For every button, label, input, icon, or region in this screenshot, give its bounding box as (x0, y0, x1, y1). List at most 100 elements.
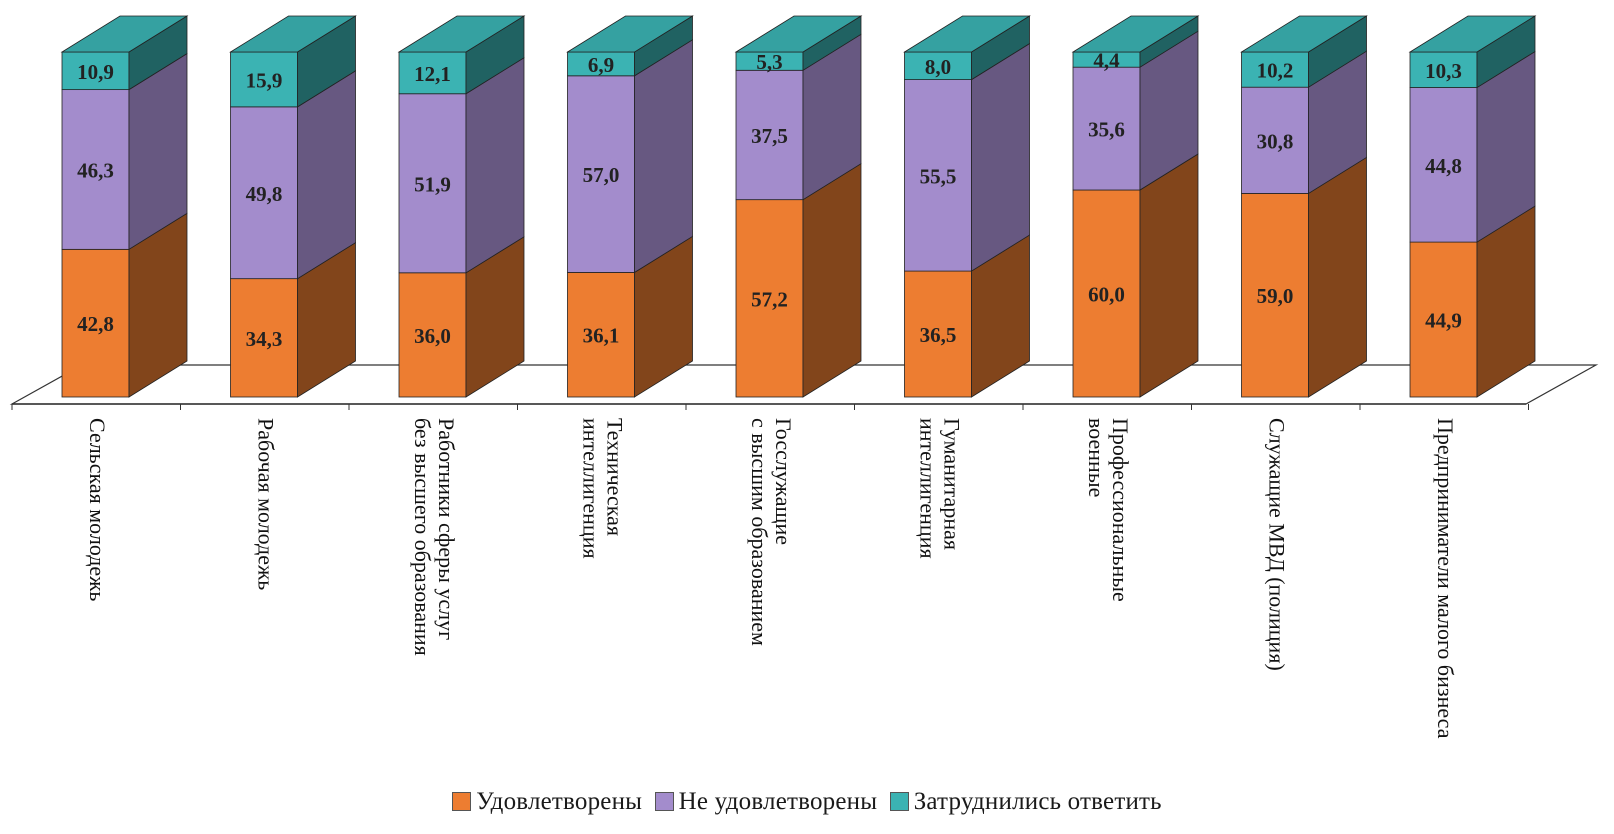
data-label: 30,8 (1257, 129, 1294, 153)
bar-segment-front (1409, 241, 1478, 398)
data-label: 60,0 (1088, 283, 1125, 307)
bar-stack-9: 44,9 44,8 10,3 (1408, 15, 1537, 398)
bar-segment-side (802, 162, 862, 398)
bar-stack-4: 36,1 57,0 6,9 (566, 15, 694, 398)
bar-segment-front (904, 79, 972, 272)
bar-segment-top (1071, 15, 1200, 53)
bar-segment-front (1241, 51, 1309, 88)
legend-swatch-satisfied (452, 792, 472, 811)
bar-stack-2: 34,3 49,8 15,9 (229, 15, 357, 398)
legend-item-undecided: Затруднились ответить (889, 788, 1162, 816)
bar-segment-side (971, 42, 1030, 272)
data-label: 51,9 (414, 172, 451, 196)
category-label-line: Рабочая молодежь (253, 418, 278, 590)
legend-swatch-unsatisfied (654, 792, 674, 811)
category-label-line: Предприниматели малого бизнеса (1433, 418, 1458, 739)
data-label: 36,0 (414, 324, 451, 348)
category-label-line: Госслужащие (771, 418, 796, 545)
data-label: 44,8 (1425, 154, 1462, 178)
bar-segment-front (61, 51, 130, 91)
data-label: 59,0 (1257, 284, 1294, 308)
category-label-line: Служащие МВД (полиция) (1264, 418, 1289, 671)
bar-segment-top (1240, 15, 1368, 53)
category-label-2: Рабочая молодежь (253, 418, 278, 590)
data-label: 15,9 (246, 68, 283, 92)
category-label-line: Сельская молодежь (85, 418, 110, 601)
bar-stack-1: 42,8 46,3 10,9 (60, 15, 189, 398)
bar-segment-front (230, 51, 298, 108)
bar-segment-front (904, 270, 972, 398)
category-label-9: Предприниматели малого бизнеса (1433, 418, 1458, 739)
bar-stack-8: 59,0 30,8 10,2 (1240, 15, 1368, 398)
data-label: 8,0 (925, 55, 951, 79)
category-label-line: интеллигенция (578, 418, 603, 559)
bar-segment-front (398, 272, 467, 398)
data-label: 10,2 (1257, 59, 1294, 83)
category-label-line: Техническая (602, 418, 627, 536)
category-label-line: без высшего образования (410, 418, 435, 656)
data-label: 57,2 (751, 287, 788, 311)
bar-segment-front (735, 69, 804, 201)
legend-item-unsatisfied: Не удовлетворены (654, 788, 878, 816)
bar-segment-front (398, 93, 467, 274)
bar-segment-top (1408, 15, 1537, 53)
legend-label-unsatisfied: Не удовлетворены (678, 788, 878, 815)
category-label-line: с высшим образованием (747, 418, 772, 646)
bar-segment-front (1241, 193, 1309, 398)
bar-segment-side (1139, 153, 1199, 398)
data-label: 55,5 (920, 164, 957, 188)
data-label: 35,6 (1088, 118, 1125, 142)
bar-segment-front (230, 278, 298, 398)
category-label-line: военные (1084, 418, 1109, 497)
legend-label-undecided: Затруднились ответить (913, 788, 1162, 815)
bar-segment-top (734, 15, 863, 53)
bar-stack-5: 57,2 37,5 5,3 (734, 15, 863, 398)
bar-stack-3: 36,0 51,9 12,1 (397, 15, 526, 398)
data-label: 5,3 (756, 50, 782, 74)
category-label-1: Сельская молодежь (85, 418, 110, 601)
bar-segment-side (634, 39, 693, 274)
bar-stack-7: 60,0 35,6 4,4 (1071, 15, 1200, 398)
bar-segment-front (1409, 87, 1478, 243)
bar-segment-front (398, 51, 467, 95)
data-label: 10,9 (77, 60, 114, 84)
data-label: 57,0 (583, 163, 620, 187)
bar-stack-6: 36,5 55,5 8,0 (903, 15, 1031, 398)
category-label-8: Служащие МВД (полиция) (1264, 418, 1289, 671)
bar-segment-top (566, 15, 694, 53)
data-label: 34,3 (246, 327, 283, 351)
data-label: 42,8 (77, 312, 114, 336)
category-label-line: Гуманитарная (939, 418, 964, 550)
bar-segment-top (60, 15, 189, 53)
bar-segment-side (1308, 156, 1367, 398)
bar-segment-top (229, 15, 357, 53)
data-label: 12,1 (414, 62, 451, 86)
data-label: 44,9 (1425, 309, 1462, 333)
category-label-line: Работники сферы услуг (434, 418, 459, 640)
data-label: 37,5 (751, 124, 788, 148)
category-label-line: Профессиональные (1108, 418, 1133, 602)
bar-segment-front (1241, 86, 1309, 194)
data-label: 49,8 (246, 182, 283, 206)
data-label: 6,9 (588, 53, 614, 77)
legend-swatch-undecided (889, 792, 909, 811)
bar-segment-side (465, 57, 525, 274)
bar-segment-top (903, 15, 1031, 53)
bar-segment-top (397, 15, 526, 53)
data-label: 4,4 (1093, 49, 1120, 73)
bar-segment-front (1072, 66, 1141, 191)
bar-segment-side (297, 70, 356, 280)
data-label: 46,3 (77, 158, 114, 182)
legend-label-satisfied: Удовлетворены (476, 788, 643, 815)
data-label: 10,3 (1425, 59, 1462, 83)
bar-segment-front (567, 75, 635, 273)
legend: Удовлетворены Не удовлетворены Затруднил… (0, 788, 1614, 816)
bar-segment-front (735, 199, 804, 398)
category-label-line: интеллигенция (915, 418, 940, 559)
